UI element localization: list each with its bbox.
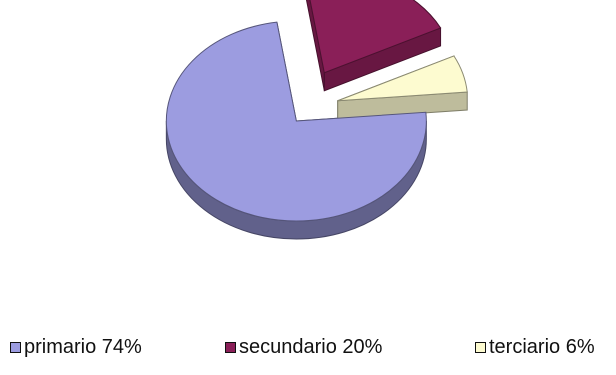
legend-item-terciario: terciario 6% bbox=[475, 336, 595, 359]
pie-slice-secundario bbox=[309, 0, 442, 74]
legend-label-secundario: secundario 20% bbox=[239, 336, 383, 358]
pie-slice-primario bbox=[165, 21, 427, 222]
legend-swatch-secundario bbox=[225, 342, 236, 353]
pie-slice-terciario bbox=[337, 55, 468, 102]
pie-chart bbox=[165, 0, 468, 240]
legend-label-terciario: terciario 6% bbox=[489, 336, 595, 358]
legend-swatch-primario bbox=[10, 342, 21, 353]
chart-legend: primario 74% secundario 20% terciario 6% bbox=[0, 336, 616, 368]
legend-item-primario: primario 74% bbox=[10, 336, 142, 359]
legend-item-secundario: secundario 20% bbox=[225, 336, 382, 359]
legend-swatch-terciario bbox=[475, 342, 486, 353]
legend-label-primario: primario 74% bbox=[24, 336, 142, 358]
